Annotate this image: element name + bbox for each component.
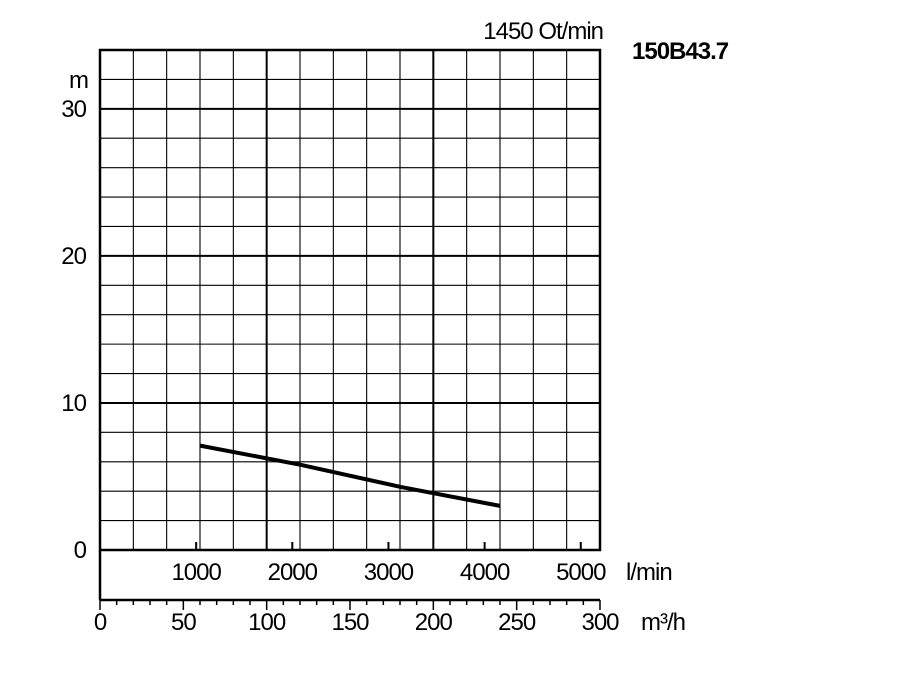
x-tick-label: 150 (331, 609, 369, 636)
x-tick-label: 0 (94, 609, 107, 636)
y-axis-label: m (69, 67, 88, 94)
chart-labels: 1450 Ot/min 150B43.7 m l/min m³/h (69, 18, 730, 636)
y-tick-label: 0 (74, 537, 87, 564)
x-secondary-tick-label: 1000 (171, 559, 221, 586)
chart-frame (98, 48, 602, 610)
x-tick-label: 200 (415, 609, 453, 636)
x-axis-label: m³/h (641, 609, 685, 636)
x-secondary-tick-label: 3000 (364, 559, 414, 586)
curve-layer (199, 443, 501, 508)
x-tick-label: 250 (498, 609, 536, 636)
chart-subtitle: 1450 Ot/min (483, 18, 603, 45)
y-tick-label: 30 (61, 96, 86, 123)
x-tick-label: 100 (248, 609, 286, 636)
chart-grid (99, 49, 601, 551)
plot-border (98, 48, 602, 552)
tick-labels: 0 10 20 30 1000 2000 3000 4000 5000 0 50 100 150 200 2… (61, 96, 620, 636)
x-axis-secondary-label: l/min (626, 559, 672, 586)
x-secondary-tick-label: 5000 (556, 559, 606, 586)
x-secondary-tick-label: 4000 (460, 559, 510, 586)
y-tick-label: 10 (61, 390, 86, 417)
y-tick-label: 20 (61, 243, 86, 270)
x-tick-label: 50 (171, 609, 196, 636)
chart-title: 150B43.7 (632, 38, 729, 65)
performance-curve (199, 443, 501, 508)
x-tick-label: 300 (581, 609, 619, 636)
x-secondary-tick-label: 2000 (268, 559, 318, 586)
